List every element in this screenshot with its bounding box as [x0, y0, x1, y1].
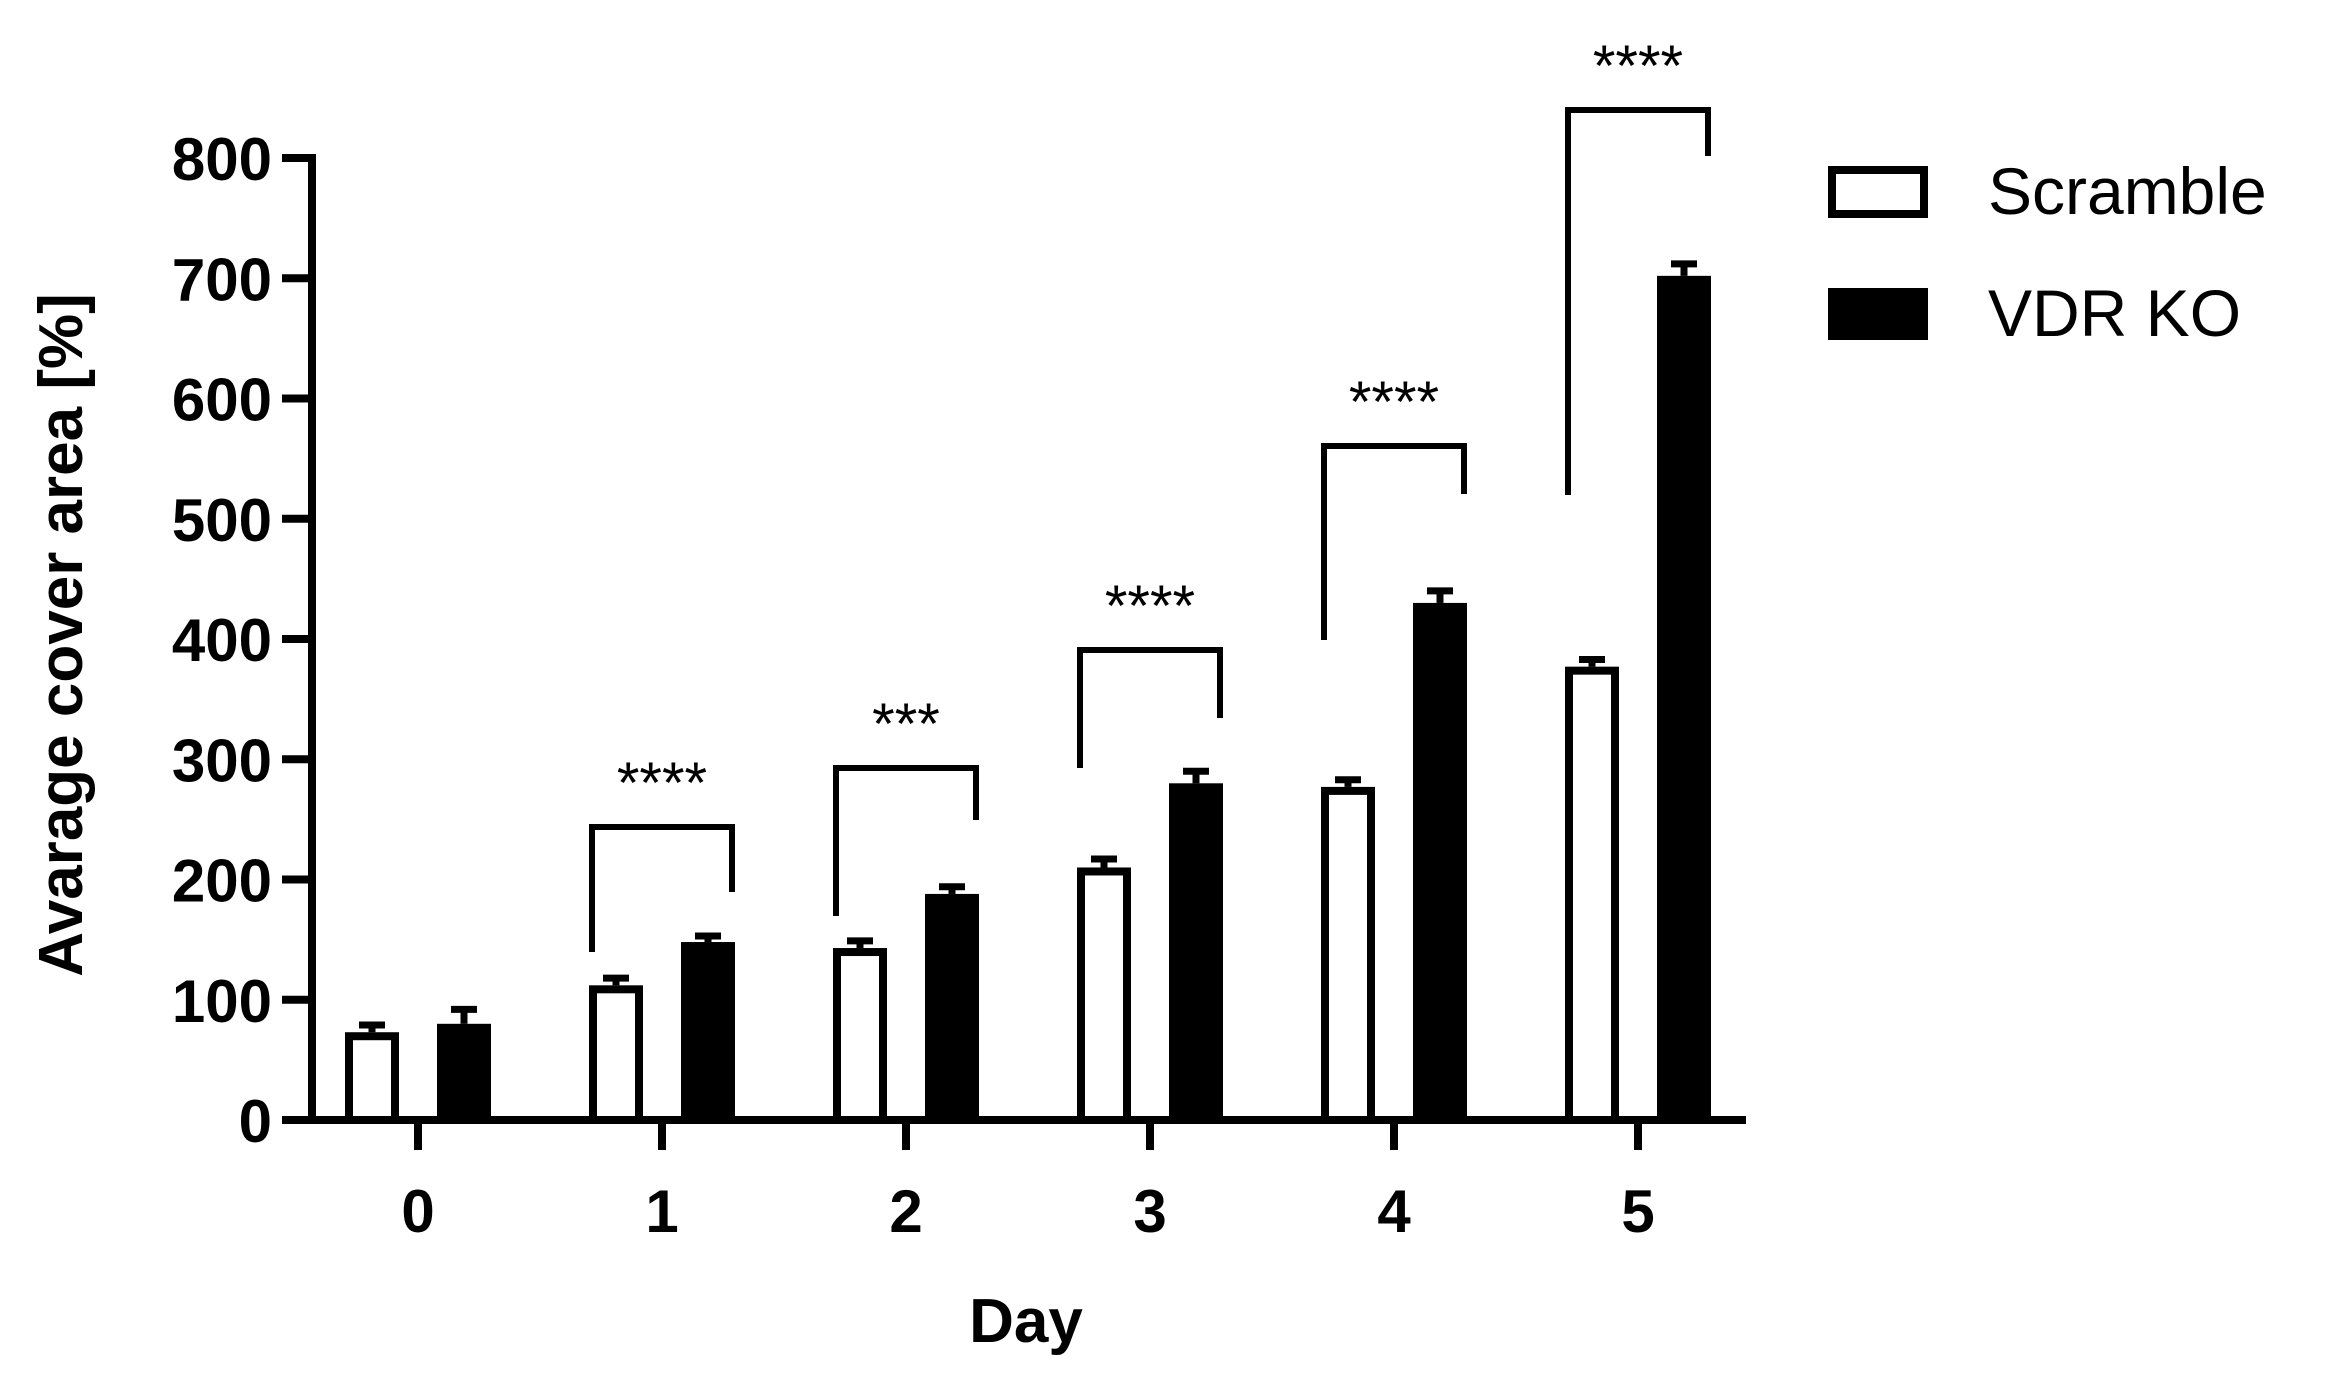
x-tick-label: 3: [1133, 1178, 1166, 1245]
bar-vdr-ko: [1169, 783, 1223, 1120]
y-tick-label: 600: [172, 367, 272, 434]
y-tick-label: 500: [172, 487, 272, 554]
x-axis-label: Day: [969, 1287, 1083, 1356]
x-tick-label: 5: [1621, 1178, 1654, 1245]
legend-label: VDR KO: [1988, 276, 2241, 350]
bar-scramble: [833, 948, 887, 1124]
legend-swatch-vdr-ko: [1828, 288, 1928, 340]
x-tick-label: 1: [645, 1178, 678, 1245]
bar-vdr-ko: [437, 1023, 491, 1120]
y-axis-label: Avarage cover area [%]: [27, 293, 96, 977]
significance-bracket: [1077, 647, 1223, 768]
x-tick-label: 2: [889, 1178, 922, 1245]
legend: Scramble VDR KO: [1828, 154, 2267, 350]
significance-label: ****: [1105, 574, 1195, 639]
y-tick-label: 300: [172, 727, 272, 794]
y-tick-label: 800: [172, 126, 272, 193]
significance-bracket: [833, 765, 979, 916]
significance-bracket: [589, 824, 735, 952]
y-tick-label: 200: [172, 848, 272, 915]
bar-vdr-ko: [925, 893, 979, 1120]
significance-label: ***: [872, 692, 940, 757]
y-tick-label: 100: [172, 968, 272, 1035]
bar-scramble: [1321, 786, 1375, 1124]
bar-vdr-ko: [1413, 602, 1467, 1120]
significance-label: ****: [1593, 34, 1683, 99]
axes: 0 100 200 300 400 500 600 700 800 0 1 2 3 4 5: [172, 126, 1746, 1245]
bars: [345, 260, 1711, 1125]
bar-scramble: [1077, 867, 1131, 1124]
bar-scramble: [589, 985, 643, 1124]
legend-label: Scramble: [1988, 154, 2267, 228]
y-tick-label: 400: [172, 607, 272, 674]
bar-vdr-ko: [681, 942, 735, 1120]
x-tick-label: 4: [1377, 1178, 1411, 1245]
bar-scramble: [345, 1032, 399, 1125]
y-tick-label: 0: [239, 1088, 272, 1155]
significance-bracket: [1321, 443, 1467, 640]
significance-label: ****: [1349, 370, 1439, 435]
bar-vdr-ko: [1657, 275, 1711, 1121]
significance-annotations: *******************: [589, 34, 1711, 952]
legend-swatch-scramble: [1828, 166, 1928, 218]
bar-scramble: [1565, 666, 1619, 1124]
significance-bracket: [1565, 107, 1711, 495]
significance-label: ****: [617, 751, 707, 816]
y-tick-label: 700: [172, 246, 272, 313]
x-tick-label: 0: [401, 1178, 434, 1245]
